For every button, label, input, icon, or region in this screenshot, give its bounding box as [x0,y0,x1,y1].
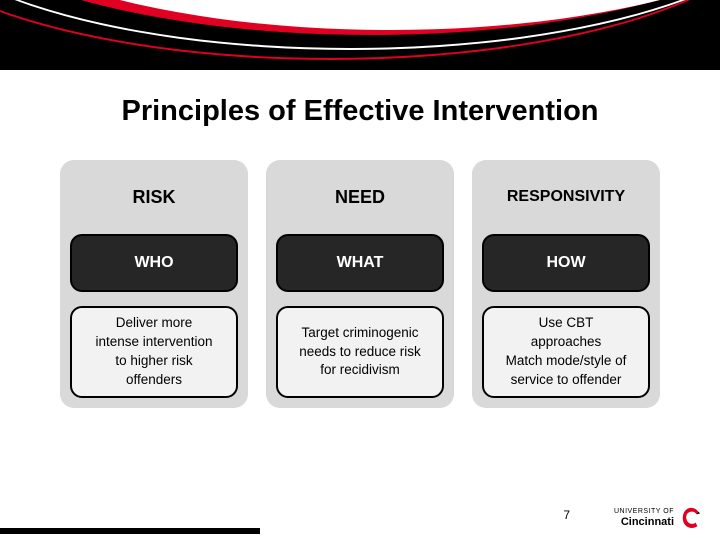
detail-line: Use CBT [539,315,594,332]
page-number: 7 [563,508,570,522]
logo-text: UNIVERSITY OF Cincinnati [614,508,674,528]
university-logo: UNIVERSITY OF Cincinnati [614,506,702,530]
column-head: NEED [276,174,444,220]
detail-pill: Deliver more intense intervention to hig… [70,306,238,398]
detail-line: Target criminogenic [301,325,418,342]
logo-line2: Cincinnati [614,516,674,528]
detail-line: Deliver more [116,315,193,332]
detail-pill: Target criminogenic needs to reduce risk… [276,306,444,398]
logo-line1: UNIVERSITY OF [614,508,674,516]
header-wave-outline-red [0,0,720,60]
column-responsivity: RESPONSIVITY HOW Use CBT approaches Matc… [472,160,660,408]
detail-line: needs to reduce risk [299,344,421,361]
detail-line: for recidivism [320,362,400,379]
slide-title: Principles of Effective Intervention [0,95,720,128]
detail-line: approaches [531,334,602,351]
logo-c-icon [680,506,702,530]
column-need: NEED WHAT Target criminogenic needs to r… [266,160,454,408]
column-head: RESPONSIVITY [482,174,650,220]
detail-line: service to offender [511,372,622,389]
detail-line: Match mode/style of [506,353,627,370]
header-band [0,0,720,70]
detail-pill: Use CBT approaches Match mode/style of s… [482,306,650,398]
columns-container: RISK WHO Deliver more intense interventi… [60,160,660,408]
column-risk: RISK WHO Deliver more intense interventi… [60,160,248,408]
question-pill: WHO [70,234,238,292]
column-head: RISK [70,174,238,220]
footer: 7 UNIVERSITY OF Cincinnati [0,504,720,540]
detail-line: to higher risk [115,353,192,370]
question-pill: WHAT [276,234,444,292]
question-pill: HOW [482,234,650,292]
detail-line: offenders [126,372,182,389]
footer-bar [0,528,260,534]
detail-line: intense intervention [95,334,212,351]
